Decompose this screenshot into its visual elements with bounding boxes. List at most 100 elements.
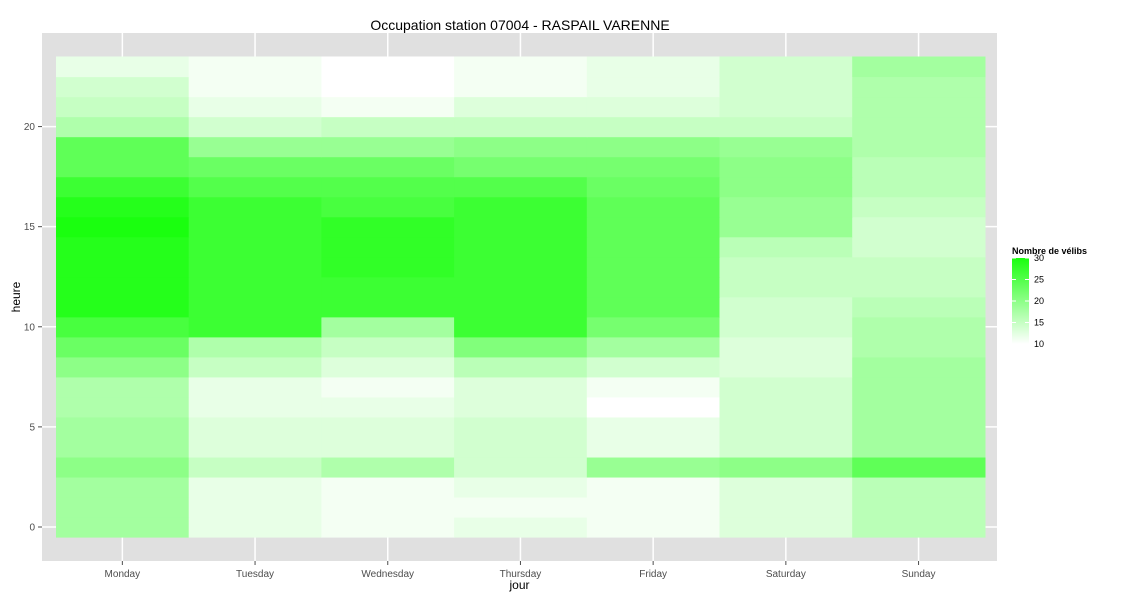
heatmap-cell	[454, 256, 588, 278]
heatmap-cell	[188, 176, 322, 198]
heatmap-cell	[188, 336, 322, 358]
heatmap-cell	[719, 156, 853, 178]
heatmap-cell	[586, 496, 721, 518]
heatmap-cell	[56, 116, 190, 138]
heatmap-cell	[852, 476, 986, 498]
heatmap-cell	[454, 176, 588, 198]
heatmap-cell	[852, 296, 986, 318]
heatmap-cell	[454, 56, 588, 78]
heatmap-cell	[719, 96, 853, 118]
heatmap-cell	[852, 116, 986, 138]
heatmap-cell	[321, 356, 455, 378]
heatmap-cell	[321, 96, 455, 118]
heatmap-cell	[852, 176, 986, 198]
heatmap-cell	[454, 236, 588, 258]
heatmap-cell	[188, 496, 322, 518]
heatmap-cell	[719, 336, 853, 358]
heatmap-cell	[56, 456, 190, 478]
heatmap-cell	[188, 56, 322, 78]
heatmap-cell	[454, 396, 588, 418]
heatmap-cell	[719, 476, 853, 498]
heatmap-cell	[586, 216, 721, 238]
heatmap-cell	[852, 76, 986, 98]
heatmap-cell	[586, 336, 721, 358]
heatmap-cell	[852, 376, 986, 398]
heatmap-cell	[56, 236, 190, 258]
heatmap-cell	[188, 416, 322, 438]
heatmap-cell	[56, 416, 190, 438]
legend-tick-label: 15	[1034, 318, 1044, 328]
heatmap-cell	[852, 316, 986, 338]
heatmap-cell	[719, 76, 853, 98]
heatmap-cell	[56, 296, 190, 318]
heatmap-cell	[852, 216, 986, 238]
heatmap-cell	[586, 236, 721, 258]
heatmap-cell	[852, 516, 986, 538]
heatmap-cell	[852, 436, 986, 458]
heatmap-cell	[321, 376, 455, 398]
heatmap-cell	[586, 356, 721, 378]
heatmap-cell	[454, 436, 588, 458]
heatmap-cell	[188, 296, 322, 318]
heatmap-cell	[586, 256, 721, 278]
heatmap-cell	[321, 56, 455, 78]
heatmap-cell	[586, 416, 721, 438]
heatmap-cell	[188, 156, 322, 178]
heatmap-cell	[586, 476, 721, 498]
heatmap-cell	[586, 156, 721, 178]
heatmap-cell	[454, 456, 588, 478]
heatmap-cell	[454, 196, 588, 218]
heatmap-cell	[719, 416, 853, 438]
heatmap-cell	[852, 356, 986, 378]
heatmap-cell	[321, 336, 455, 358]
heatmap-cell	[852, 196, 986, 218]
heatmap-cell	[454, 416, 588, 438]
heatmap-cell	[454, 376, 588, 398]
heatmap-cell	[56, 196, 190, 218]
x-tick-label: Sunday	[902, 569, 936, 580]
heatmap-cell	[321, 216, 455, 238]
heatmap-cell	[586, 376, 721, 398]
heatmap-cell	[56, 216, 190, 238]
heatmap-cell	[719, 516, 853, 538]
heatmap-cell	[586, 396, 721, 418]
heatmap-cell	[454, 216, 588, 238]
heatmap-cell	[719, 496, 853, 518]
x-axis-title: jour	[508, 578, 529, 592]
heatmap-cell	[454, 296, 588, 318]
heatmap-cell	[719, 216, 853, 238]
heatmap-cell	[321, 276, 455, 298]
heatmap-cell	[56, 176, 190, 198]
y-axis: 0 5 10 15 20	[24, 122, 42, 533]
x-tick-label: Tuesday	[236, 569, 274, 580]
heatmap-cell	[719, 456, 853, 478]
legend-title: Nombre de vélibs	[1012, 246, 1087, 256]
heatmap-cell	[321, 236, 455, 258]
heatmap-cell	[56, 496, 190, 518]
heatmap-cell	[719, 316, 853, 338]
heatmap-cell	[719, 236, 853, 258]
heatmap-cell	[56, 396, 190, 418]
x-axis: Monday Tuesday Wednesday Thursday Friday Satu…	[105, 561, 936, 580]
legend-tick-label: 30	[1034, 253, 1044, 263]
y-axis-title: heure	[9, 281, 23, 312]
heatmap-cell	[719, 296, 853, 318]
heatmap-cell	[188, 476, 322, 498]
heatmap-cell	[321, 396, 455, 418]
heatmap-cell	[321, 176, 455, 198]
y-tick-label: 0	[29, 522, 35, 533]
heatmap-cell	[586, 296, 721, 318]
heatmap-cell	[719, 356, 853, 378]
heatmap-cell	[321, 76, 455, 98]
heatmap-cell	[321, 476, 455, 498]
legend-tick-label: 10	[1034, 339, 1044, 349]
heatmap-cell	[321, 516, 455, 538]
heatmap-cell	[454, 156, 588, 178]
heatmap-cell	[586, 136, 721, 158]
heatmap-cell	[454, 316, 588, 338]
heatmap-cell	[586, 196, 721, 218]
heatmap-cell	[56, 136, 190, 158]
heatmap-cell	[56, 436, 190, 458]
heatmap-cell	[719, 376, 853, 398]
heatmap-cell	[454, 476, 588, 498]
